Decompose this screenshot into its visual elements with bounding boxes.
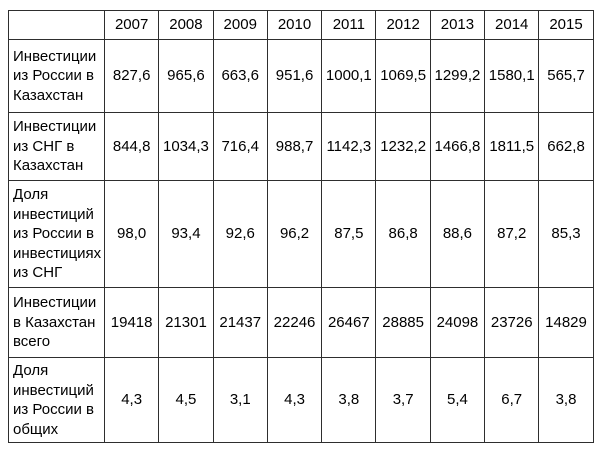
column-header-year: 2013 bbox=[429, 10, 486, 40]
value-cell: 4,3 bbox=[103, 357, 160, 443]
value-cell: 827,6 bbox=[103, 39, 160, 113]
value-cell: 87,2 bbox=[484, 180, 540, 288]
value-cell: 26467 bbox=[321, 287, 377, 358]
value-cell: 24098 bbox=[429, 287, 486, 358]
column-header-year: 2011 bbox=[321, 10, 377, 40]
value-cell: 85,3 bbox=[538, 180, 594, 288]
value-cell: 662,8 bbox=[538, 112, 594, 181]
value-cell: 565,7 bbox=[538, 39, 594, 113]
value-cell: 663,6 bbox=[212, 39, 268, 113]
table-row: Доля инвестиций из России в инвестициях … bbox=[8, 180, 594, 288]
value-cell: 1811,5 bbox=[484, 112, 540, 181]
value-cell: 844,8 bbox=[103, 112, 160, 181]
value-cell: 86,8 bbox=[375, 180, 431, 288]
column-header-year: 2010 bbox=[266, 10, 323, 40]
value-cell: 4,5 bbox=[158, 357, 214, 443]
row-label-cell: Доля инвестиций из России в инвестициях … bbox=[8, 180, 105, 288]
value-cell: 19418 bbox=[103, 287, 160, 358]
value-cell: 87,5 bbox=[321, 180, 377, 288]
value-cell: 3,1 bbox=[212, 357, 268, 443]
column-header-year: 2012 bbox=[375, 10, 431, 40]
row-label-cell: Доля инвестиций из России в общих bbox=[8, 357, 105, 443]
value-cell: 3,7 bbox=[375, 357, 431, 443]
column-header-year: 2014 bbox=[484, 10, 540, 40]
table-row: Доля инвестиций из России в общих 4,3 4,5 3… bbox=[8, 357, 594, 443]
value-cell: 6,7 bbox=[484, 357, 540, 443]
value-cell: 1142,3 bbox=[321, 112, 377, 181]
value-cell: 988,7 bbox=[266, 112, 323, 181]
value-cell: 23726 bbox=[484, 287, 540, 358]
value-cell: 716,4 bbox=[212, 112, 268, 181]
row-label-cell: Инвестиции в Казахстан всего bbox=[8, 287, 105, 358]
value-cell: 1000,1 bbox=[321, 39, 377, 113]
value-cell: 1580,1 bbox=[484, 39, 540, 113]
value-cell: 3,8 bbox=[538, 357, 594, 443]
value-cell: 965,6 bbox=[158, 39, 214, 113]
value-cell: 28885 bbox=[375, 287, 431, 358]
value-cell: 1069,5 bbox=[375, 39, 431, 113]
corner-cell bbox=[8, 10, 105, 40]
value-cell: 951,6 bbox=[266, 39, 323, 113]
value-cell: 4,3 bbox=[266, 357, 323, 443]
table-row: Инвестиции в Казахстан всего 19418 21301 21… bbox=[8, 287, 594, 358]
value-cell: 5,4 bbox=[429, 357, 486, 443]
table-row: Инвестиции из России в Казахстан 827,6 965… bbox=[8, 39, 594, 113]
value-cell: 88,6 bbox=[429, 180, 486, 288]
column-header-year: 2015 bbox=[538, 10, 594, 40]
value-cell: 21301 bbox=[158, 287, 214, 358]
value-cell: 96,2 bbox=[266, 180, 323, 288]
row-label-cell: Инвестиции из СНГ в Казахстан bbox=[8, 112, 105, 181]
value-cell: 93,4 bbox=[158, 180, 214, 288]
investments-table: 2007 2008 2009 2010 2011 2012 2013 2014 2015 Инв… bbox=[8, 10, 594, 443]
table-row: Инвестиции из СНГ в Казахстан 844,8 1034,3… bbox=[8, 112, 594, 181]
column-header-year: 2007 bbox=[103, 10, 160, 40]
value-cell: 1034,3 bbox=[158, 112, 214, 181]
value-cell: 1232,2 bbox=[375, 112, 431, 181]
table-body: Инвестиции из России в Казахстан 827,6 965… bbox=[8, 39, 594, 443]
value-cell: 92,6 bbox=[212, 180, 268, 288]
value-cell: 21437 bbox=[212, 287, 268, 358]
value-cell: 98,0 bbox=[103, 180, 160, 288]
row-label-cell: Инвестиции из России в Казахстан bbox=[8, 39, 105, 113]
value-cell: 3,8 bbox=[321, 357, 377, 443]
column-header-year: 2009 bbox=[212, 10, 268, 40]
value-cell: 14829 bbox=[538, 287, 594, 358]
value-cell: 22246 bbox=[266, 287, 323, 358]
value-cell: 1466,8 bbox=[429, 112, 486, 181]
header-row: 2007 2008 2009 2010 2011 2012 2013 2014 2015 bbox=[8, 10, 594, 40]
value-cell: 1299,2 bbox=[429, 39, 486, 113]
column-header-year: 2008 bbox=[158, 10, 214, 40]
